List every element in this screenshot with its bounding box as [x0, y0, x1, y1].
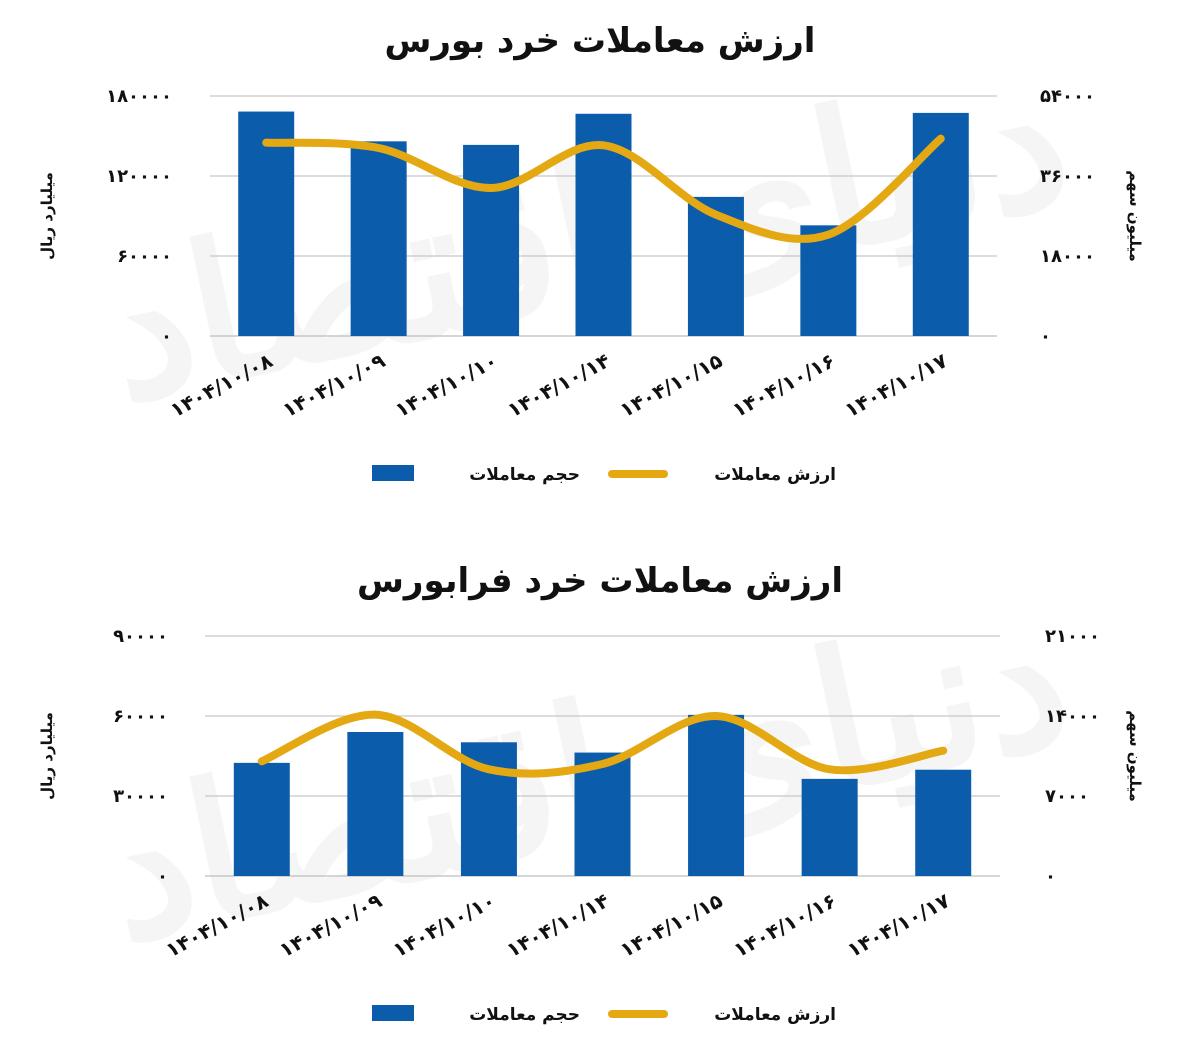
bar-2: [350, 141, 407, 336]
line-point-6: [827, 234, 829, 236]
y2-tick-label: ۳۶۰۰۰: [1040, 166, 1095, 187]
line-point-4: [603, 144, 604, 146]
x-tick-label: ۱۴۰۴/۱۰/۱۶: [728, 348, 838, 422]
line-point-1: [265, 142, 267, 144]
line-point-7: [940, 138, 942, 140]
line-point-7: [942, 750, 944, 752]
chart-farabourse: دنیای اقتصادارزش معاملات خرد فرابورس۰۰۳۰…: [38, 561, 1144, 1025]
line-point-3: [490, 187, 492, 189]
bar-6: [801, 778, 858, 876]
y-axis-title: میلیارد ریال: [38, 712, 56, 800]
y2-tick-label: ۰: [1045, 866, 1056, 887]
line-point-2: [378, 147, 380, 149]
line-point-4: [602, 763, 603, 765]
y-tick-label: ۰: [161, 326, 172, 347]
legend-swatch-bar: [372, 1005, 414, 1021]
chart-title: ارزش معاملات خرد فرابورس: [357, 561, 843, 601]
bar-3: [463, 144, 520, 336]
bar-1: [238, 111, 295, 336]
bar-5: [688, 714, 745, 876]
legend-label-line: ارزش معاملات: [714, 465, 836, 485]
x-tick-label: ۱۴۰۴/۱۰/۱۷: [843, 888, 953, 962]
legend-swatch-bar: [372, 465, 414, 481]
y2-tick-label: ۷۰۰۰: [1045, 786, 1089, 807]
y-tick-label: ۱۲۰۰۰۰: [106, 166, 172, 187]
x-tick-label: ۱۴۰۴/۱۰/۱۵: [616, 348, 726, 422]
line-point-2: [374, 714, 376, 716]
y-tick-label: ۹۰۰۰۰: [113, 626, 168, 647]
legend-label-line: ارزش معاملات: [714, 1005, 836, 1025]
line-point-3: [488, 768, 490, 770]
y2-tick-label: ۲۱۰۰۰: [1045, 626, 1100, 647]
bar-6: [800, 225, 857, 336]
legend-label-bar: حجم معاملات: [469, 465, 580, 485]
y-tick-label: ۶۰۰۰۰: [117, 246, 172, 267]
line-point-6: [829, 768, 831, 770]
y2-tick-label: ۰: [1040, 326, 1051, 347]
y-tick-label: ۰: [157, 866, 168, 887]
y-tick-label: ۳۰۰۰۰: [113, 786, 168, 807]
bar-2: [347, 732, 404, 876]
line-point-1: [261, 760, 263, 762]
chart-title: ارزش معاملات خرد بورس: [385, 21, 816, 61]
x-tick-label: ۱۴۰۴/۱۰/۱۶: [730, 888, 840, 962]
y2-tick-label: ۵۴۰۰۰: [1040, 86, 1095, 107]
x-tick-label: ۱۴۰۴/۱۰/۱۵: [616, 888, 726, 962]
y2-tick-label: ۱۸۰۰۰: [1040, 246, 1095, 267]
y2-axis-title: میلیون سهم: [1126, 710, 1144, 802]
y2-tick-label: ۱۴۰۰۰: [1045, 706, 1100, 727]
bar-7: [915, 769, 972, 876]
y-tick-label: ۶۰۰۰۰: [113, 706, 168, 727]
y2-axis-title: میلیون سهم: [1126, 170, 1144, 262]
line-point-5: [715, 214, 717, 216]
chart-bourse: دنیای اقتصادارزش معاملات خرد بورس۰۰۶۰۰۰۰…: [38, 21, 1144, 485]
x-tick-label: ۱۴۰۴/۱۰/۱۷: [841, 348, 951, 422]
y-tick-label: ۱۸۰۰۰۰: [106, 86, 172, 107]
y-axis-title: میلیارد ریال: [38, 172, 56, 260]
bar-4: [574, 752, 631, 876]
line-point-5: [715, 715, 717, 717]
bar-7: [912, 112, 969, 336]
bar-1: [233, 762, 290, 876]
legend-label-bar: حجم معاملات: [469, 1005, 580, 1025]
